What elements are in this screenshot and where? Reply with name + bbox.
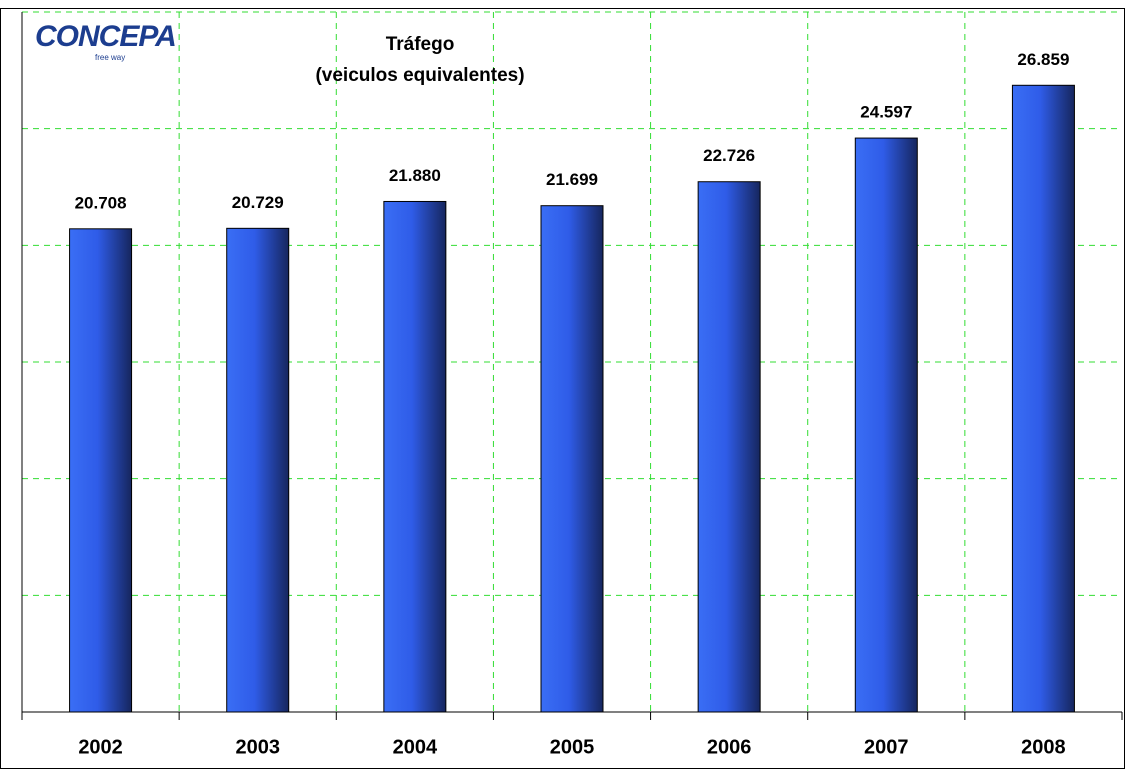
x-tick-label: 2008 [1021, 736, 1066, 758]
logo-tagline: free way [95, 53, 125, 62]
logo-name: CONCEPA [35, 20, 176, 53]
x-tick-label: 2002 [78, 736, 123, 758]
chart-title: Tráfego [386, 34, 455, 55]
value-label: 21.880 [389, 166, 441, 185]
bar [540, 205, 604, 713]
x-tick-label: 2007 [864, 736, 909, 758]
x-tick-label: 2005 [550, 736, 595, 758]
value-label: 22.726 [703, 146, 755, 165]
bar [697, 181, 761, 713]
value-label: 24.597 [860, 103, 912, 122]
bar [1011, 84, 1075, 713]
x-tick-label: 2003 [235, 736, 280, 758]
bar [69, 228, 133, 713]
value-label: 21.699 [546, 170, 598, 189]
bar [383, 200, 447, 713]
x-tick-label: 2006 [707, 736, 752, 758]
bar [854, 137, 918, 713]
x-tick-label: 2004 [393, 736, 438, 758]
value-label: 20.729 [232, 193, 284, 212]
value-label: 20.708 [75, 193, 127, 212]
chart-subtitle: (veiculos equivalentes) [315, 65, 524, 86]
value-label: 26.859 [1017, 50, 1069, 69]
bar [226, 227, 290, 713]
